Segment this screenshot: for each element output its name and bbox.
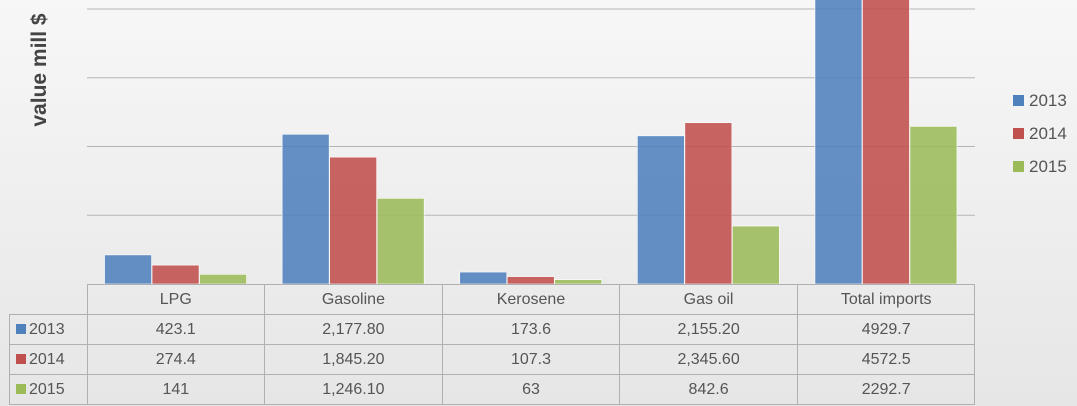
data-cell: 173.6 (441, 314, 621, 345)
bar-2013-kerosene (459, 271, 508, 284)
table-header-row: LPG Gasoline Kerosene Gas oil Total imports (9, 284, 976, 315)
bar-2015-kerosene (554, 279, 603, 284)
legend-item-2015: 2015 (1013, 150, 1067, 183)
bar-2014-kerosene (506, 276, 555, 284)
legend: 2013 2014 2015 (1013, 84, 1067, 183)
series-name: 2013 (29, 320, 65, 338)
data-cell: 4572.5 (796, 344, 976, 375)
category-label: Total imports (796, 284, 976, 315)
table-row: 2015 141 1,246.10 63 842.6 2292.7 (9, 374, 976, 405)
legend-swatch-2015 (1013, 161, 1024, 172)
bar-2014-total-imports (862, 0, 910, 284)
data-cell: 2292.7 (796, 374, 976, 405)
bar-2014-lpg (151, 264, 200, 284)
data-cell: 63 (441, 374, 621, 405)
table-corner (9, 284, 88, 315)
series-swatch (16, 323, 26, 334)
category-label: LPG (86, 284, 266, 315)
bar-2014-gasoline (329, 156, 377, 284)
data-cell: 1,845.20 (264, 344, 443, 375)
bar-2013-lpg (104, 254, 152, 284)
data-table: LPG Gasoline Kerosene Gas oil Total imports 2… (9, 284, 976, 405)
legend-item-2014: 2014 (1013, 117, 1067, 150)
data-cell: 141 (86, 374, 266, 405)
legend-swatch-2013 (1013, 95, 1024, 106)
data-cell: 842.6 (619, 374, 798, 405)
bar-2013-gas-oil (637, 135, 685, 284)
data-cell: 4929.7 (796, 314, 976, 345)
bars (104, 0, 958, 284)
series-swatch (16, 383, 26, 394)
legend-label-2013: 2013 (1029, 90, 1067, 110)
bar-2015-gas-oil (732, 225, 780, 284)
data-cell: 2,345.60 (619, 344, 798, 375)
series-name: 2014 (29, 350, 65, 368)
bar-2014-gas-oil (684, 122, 733, 284)
category-label: Gas oil (619, 284, 798, 315)
series-row-label: 2013 (9, 314, 88, 345)
legend-swatch-2014 (1013, 128, 1024, 139)
data-cell: 1,246.10 (264, 374, 443, 405)
legend-label-2014: 2014 (1029, 123, 1067, 143)
data-cell: 423.1 (86, 314, 266, 345)
category-label: Kerosene (441, 284, 621, 315)
table-row: 2014 274.4 1,845.20 107.3 2,345.60 4572.5 (9, 344, 976, 375)
data-cell: 274.4 (86, 344, 266, 375)
bar-2013-gasoline (281, 133, 330, 284)
data-cell: 2,177.80 (264, 314, 443, 345)
legend-label-2015: 2015 (1029, 156, 1067, 176)
y-axis-label: value mill $ (28, 13, 51, 127)
series-row-label: 2014 (9, 344, 88, 375)
series-name: 2015 (29, 380, 65, 398)
bar-2015-lpg (199, 274, 247, 284)
legend-item-2013: 2013 (1013, 84, 1067, 117)
bar-2013-total-imports (814, 0, 863, 284)
series-swatch (16, 353, 26, 364)
bar-2015-gasoline (376, 198, 425, 284)
category-label: Gasoline (264, 284, 443, 315)
series-row-label: 2015 (9, 374, 88, 405)
bar-2015-total-imports (909, 126, 958, 284)
bar-chart (87, 0, 975, 284)
data-cell: 107.3 (441, 344, 621, 375)
table-row: 2013 423.1 2,177.80 173.6 2,155.20 4929.7 (9, 314, 976, 345)
data-cell: 2,155.20 (619, 314, 798, 345)
